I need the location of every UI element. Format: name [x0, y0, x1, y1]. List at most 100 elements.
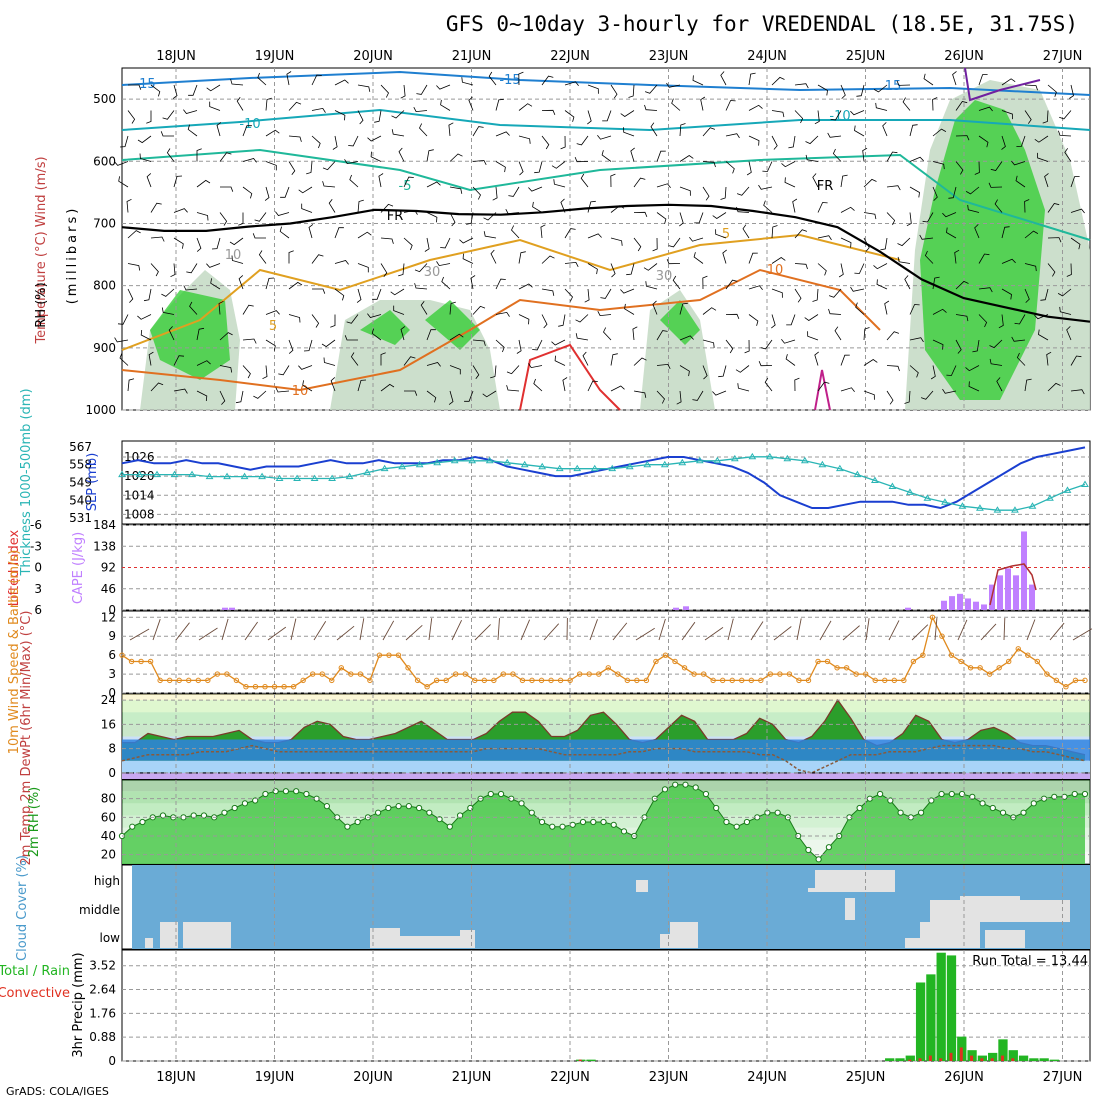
wind-barb [139, 153, 152, 162]
wind-barb [236, 96, 244, 111]
wind-barb [644, 84, 658, 94]
wind-barb [495, 161, 506, 173]
wind-barb [1070, 237, 1081, 250]
wind-barb [348, 135, 359, 147]
rh-marker [692, 784, 699, 791]
cloud-block [370, 928, 400, 948]
wind-speed-marker [605, 665, 611, 671]
rh-marker [620, 828, 628, 835]
wind-barb [288, 281, 303, 290]
contour-label: 30 [656, 269, 673, 284]
wind-barb [978, 314, 988, 328]
wind-barb [114, 337, 129, 343]
wind-speed-marker [138, 658, 144, 665]
wind-barb [932, 128, 947, 137]
wind-barb [448, 390, 454, 405]
wind-barb [863, 178, 877, 188]
thickness-marker [485, 456, 494, 464]
thickness-marker [713, 456, 722, 464]
wind-barb [312, 288, 326, 294]
wind-barb [689, 237, 704, 242]
thickness-marker [433, 458, 442, 466]
wind-barb [1001, 110, 1013, 120]
thickness-marker [188, 470, 196, 478]
wind-barb [516, 339, 522, 354]
wind-barb [265, 339, 276, 351]
wind-barb [574, 156, 589, 163]
top-date-label: 18JUN [156, 49, 196, 64]
wind-barb [633, 390, 647, 398]
wind-barb [817, 235, 832, 241]
wind-barb [633, 357, 647, 366]
wind-barb [553, 179, 566, 188]
thickness-marker [888, 482, 897, 489]
wind-barb [173, 175, 183, 188]
wind-barb [671, 98, 681, 111]
wind-barb [334, 260, 349, 265]
wind-barb [150, 382, 164, 392]
wind-barb [374, 110, 382, 123]
footer-credit: GrADS: COLA/IGES [6, 1085, 109, 1098]
thickness-marker [678, 458, 687, 466]
contour-label: 30 [424, 265, 441, 280]
wind-barb [1047, 237, 1062, 243]
rh-marker [293, 788, 300, 795]
wind-barb [679, 212, 684, 227]
wind-barb [886, 151, 898, 162]
temp-color-band [122, 694, 1090, 701]
cape-bar [229, 607, 235, 610]
wind-barb [700, 96, 706, 111]
precip-bar-total [915, 982, 926, 1061]
rh-side-label: RH (%) [34, 282, 49, 327]
wind-barb [856, 84, 865, 97]
wind-speed-marker [767, 671, 774, 677]
wind-barb [758, 184, 773, 190]
wind-barb [679, 123, 686, 137]
wind-barb [722, 249, 727, 264]
thickness-marker [328, 474, 336, 482]
wind-barb [955, 161, 964, 175]
cape-bar [905, 607, 911, 610]
wind-barb [495, 311, 510, 317]
wind-axis-label: 10m Wind Speed & Barbs (m/s) [7, 550, 22, 755]
wind-barb [1011, 160, 1026, 166]
y-tick-label: 6 [108, 648, 116, 662]
thickness-marker [1063, 486, 1072, 493]
wind-barb [506, 365, 520, 375]
wind-barb [1057, 288, 1072, 297]
wind-barb [850, 110, 865, 116]
thickness-marker [976, 504, 984, 511]
rh-marker [405, 803, 412, 810]
wind-barb [725, 279, 738, 290]
thickness-marker [835, 464, 844, 472]
wind-barb [441, 276, 451, 290]
rh-marker [415, 804, 423, 812]
wind-barb [334, 227, 344, 239]
wind-barb [656, 390, 665, 404]
wind-barb [403, 176, 414, 188]
wind-barb-10m [911, 624, 929, 641]
wind-barb [988, 182, 1003, 188]
wind-barb [875, 102, 888, 111]
wind-barb-10m [382, 620, 395, 641]
wind-barb [652, 237, 658, 252]
wind-barb [162, 110, 175, 120]
wind-barb [620, 288, 635, 294]
rh-marker [1051, 793, 1058, 800]
wind-barb [242, 304, 254, 315]
precip-bar-convective [1000, 1055, 1004, 1061]
precip-bar-convective [980, 1058, 984, 1061]
wind-barb [426, 362, 441, 367]
rh-marker [426, 809, 433, 816]
wind-speed-marker [433, 677, 440, 684]
precip-bar-convective [928, 1055, 932, 1061]
wind-barb [413, 107, 428, 113]
wind-barb [652, 300, 658, 315]
precip-bar-total [895, 1058, 905, 1061]
wind-barb [551, 339, 566, 346]
cloud-block [460, 930, 475, 948]
wind-barb [128, 84, 142, 90]
wind-barb [702, 339, 715, 348]
top-date-label: 20JUN [353, 49, 393, 64]
wind-barb [748, 252, 758, 264]
